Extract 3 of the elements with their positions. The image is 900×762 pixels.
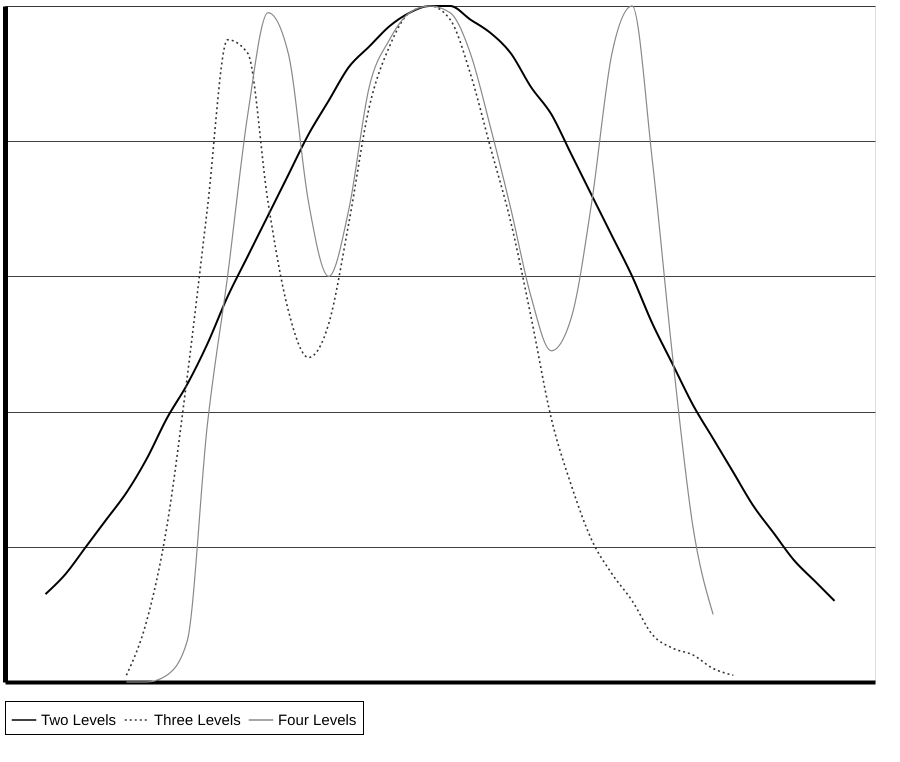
legend-label: Four Levels (278, 712, 356, 729)
legend-label: Three Levels (154, 712, 241, 729)
legend-label: Two Levels (41, 712, 116, 729)
